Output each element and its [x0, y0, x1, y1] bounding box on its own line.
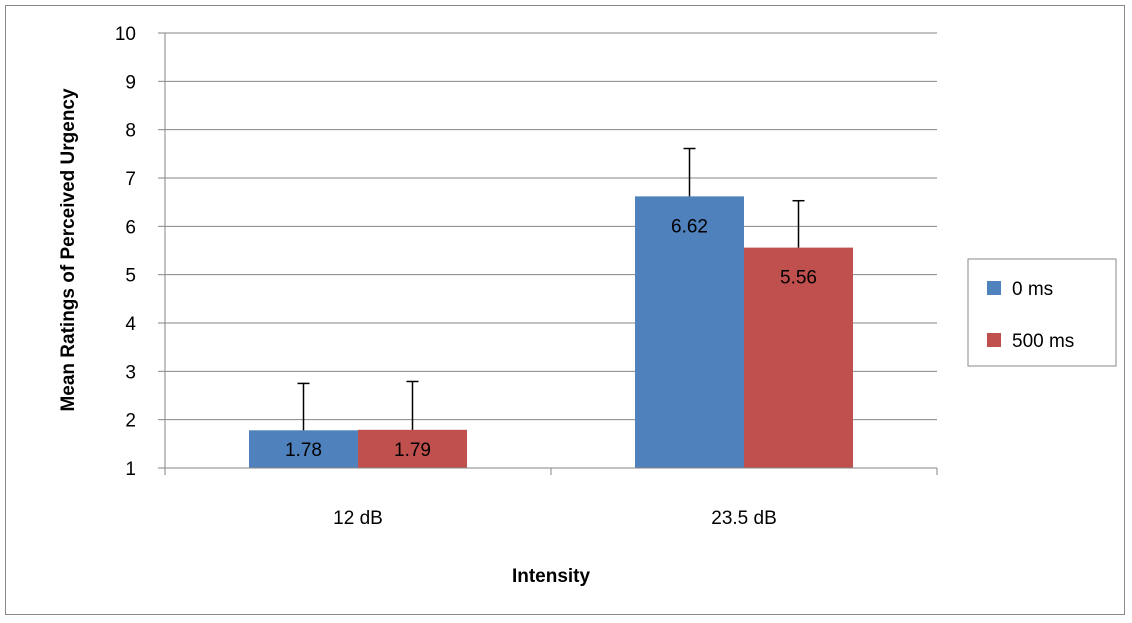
y-tick-label-9: 9 [125, 72, 136, 93]
labels: 1 2 3 4 5 6 7 8 9 10 12 dB 1.78 1.79 23.5 dB 6.62 5.56 [115, 24, 817, 529]
axes [158, 32, 938, 475]
y-tick-label-6: 6 [125, 217, 136, 238]
legend-swatch-0ms [987, 281, 1001, 295]
x-category-label-0: 12 dB [333, 508, 383, 529]
y-axis-title: Mean Ratings of Perceived Urgency [58, 88, 79, 412]
legend-frame [967, 258, 1117, 367]
legend-label-0ms: 0 ms [1012, 279, 1053, 300]
legend-label-500ms: 500 ms [1012, 331, 1074, 352]
legend: 0 ms 500 ms [967, 258, 1117, 367]
bar-0ms-0 [249, 430, 358, 468]
y-tick-label-3: 3 [125, 362, 136, 383]
data-label-0ms-0: 1.78 [285, 440, 322, 461]
y-tick-label-8: 8 [125, 121, 136, 142]
chart-frame [5, 5, 1125, 615]
y-tick-label-1: 1 [125, 459, 136, 480]
data-label-500ms-1: 5.56 [780, 268, 817, 289]
y-tick-label-2: 2 [125, 411, 136, 432]
bar-500ms-1 [744, 247, 853, 468]
data-label-500ms-0: 1.79 [394, 440, 431, 461]
bars [249, 147, 853, 468]
bar-0ms-1 [635, 196, 744, 468]
y-tick-label-10: 10 [115, 24, 136, 45]
x-category-label-1: 23.5 dB [711, 508, 777, 529]
data-label-0ms-1: 6.62 [671, 216, 708, 237]
y-tick-label-5: 5 [125, 266, 136, 287]
legend-swatch-500ms [987, 333, 1001, 347]
y-tick-label-4: 4 [125, 314, 136, 335]
y-tick-label-7: 7 [125, 169, 136, 190]
x-axis-title: Intensity [512, 566, 591, 587]
bar-500ms-0 [358, 429, 467, 468]
